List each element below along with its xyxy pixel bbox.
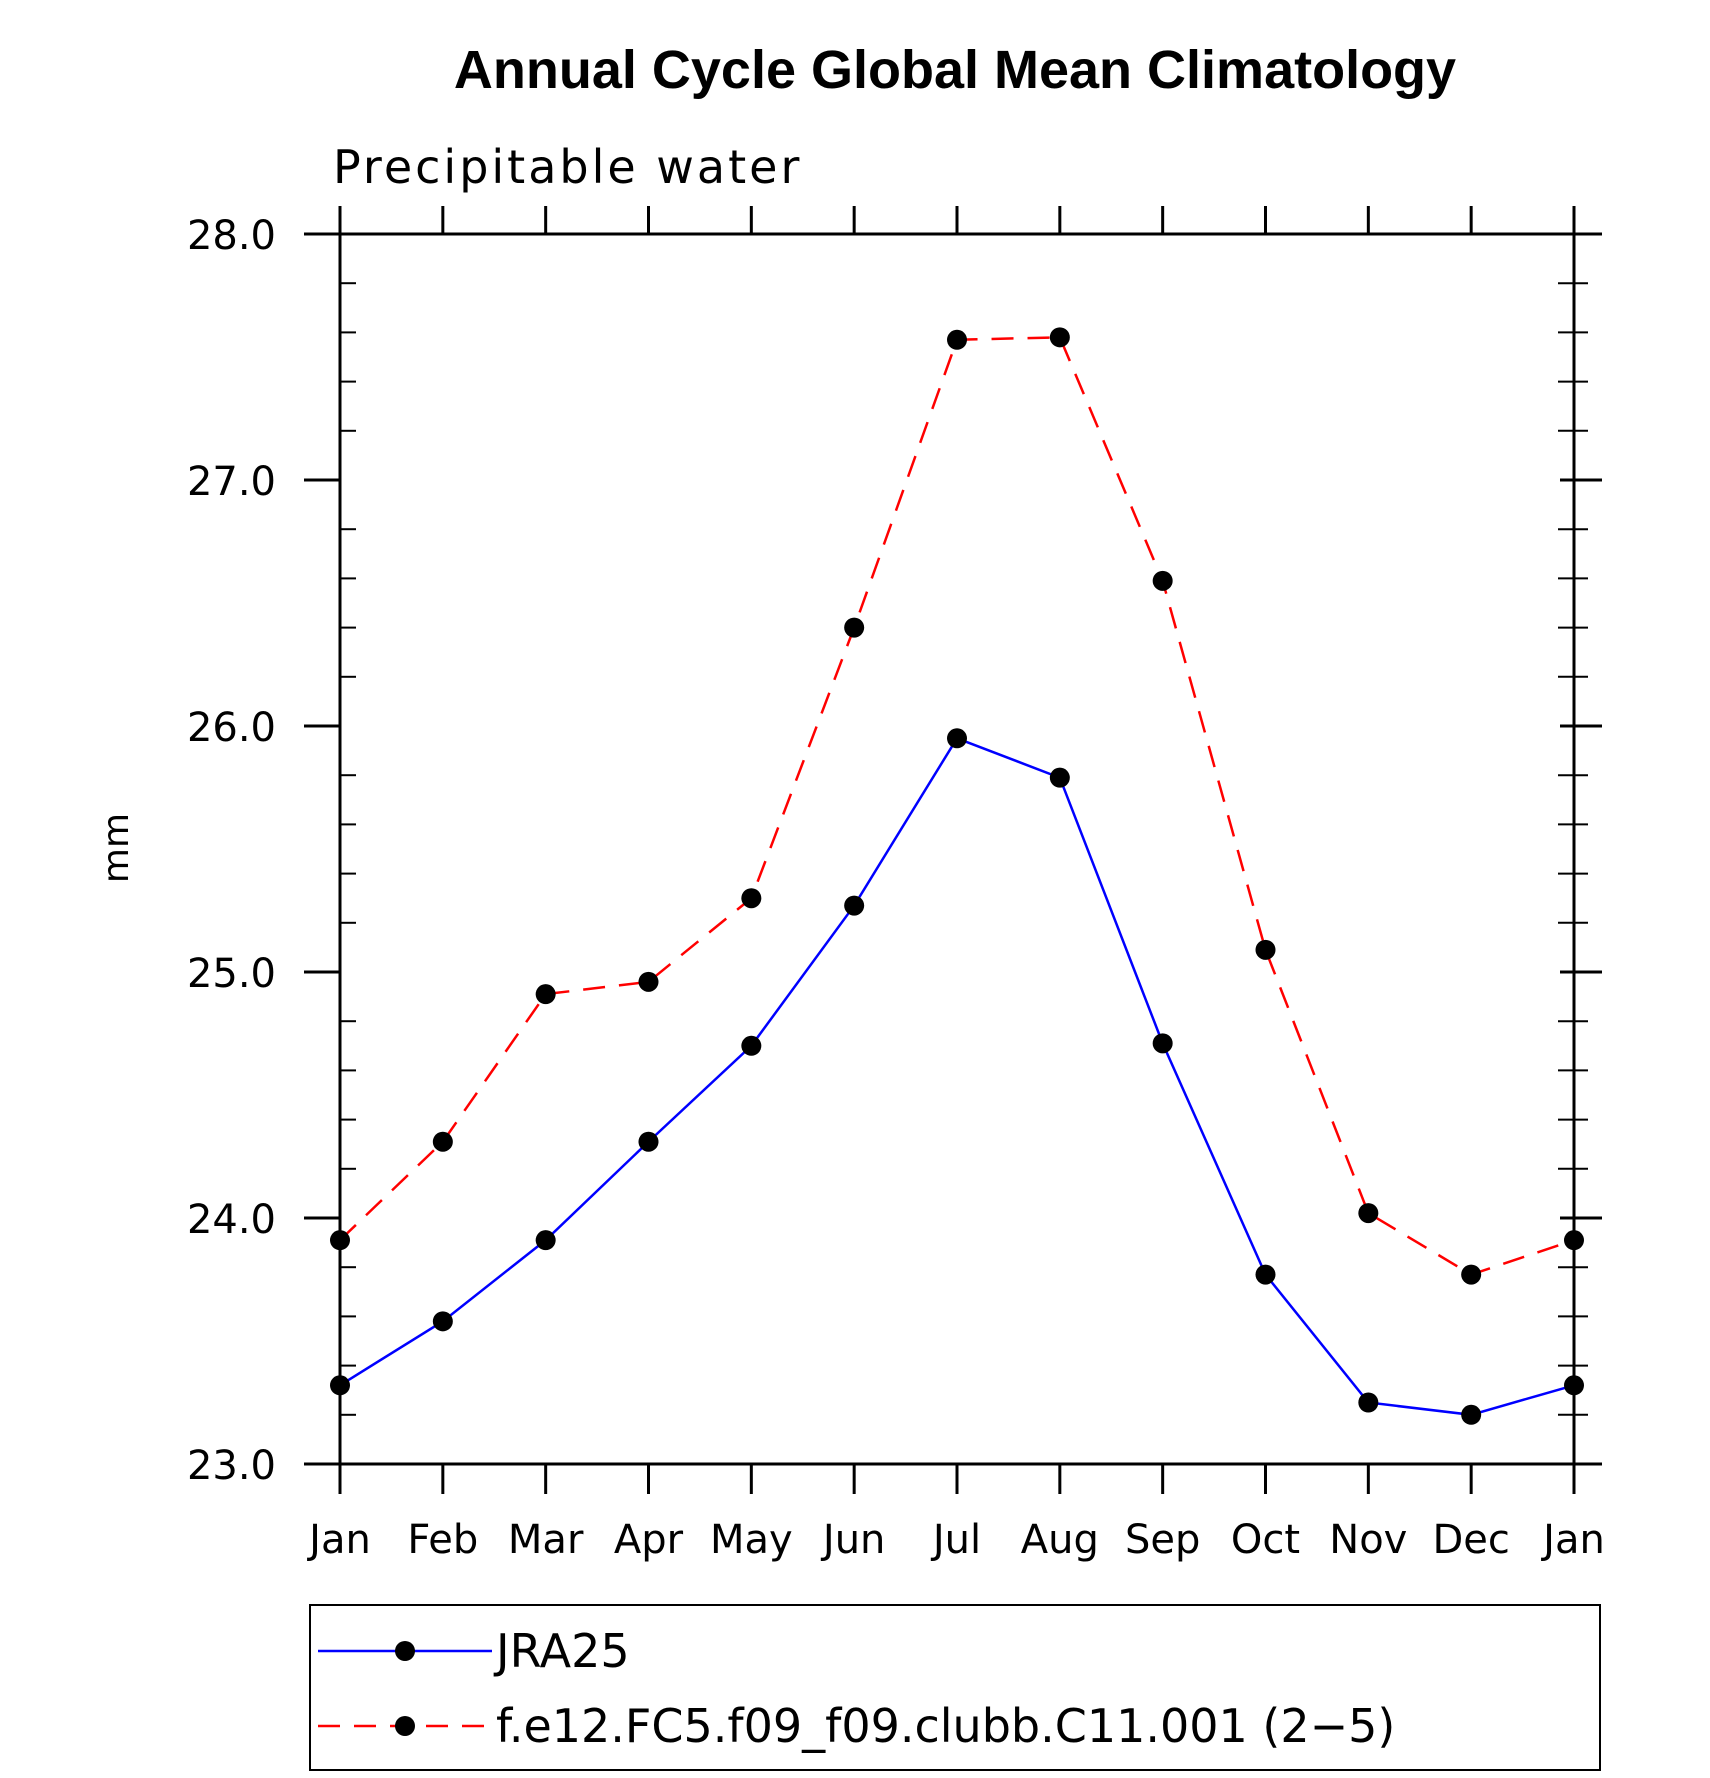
data-point xyxy=(1255,939,1276,960)
data-point xyxy=(1152,1033,1173,1054)
data-point xyxy=(638,1131,659,1152)
data-point xyxy=(1461,1264,1482,1285)
chart-subtitle: Precipitable water xyxy=(333,140,802,194)
series-line xyxy=(339,736,1575,1417)
series-line xyxy=(339,336,1575,1276)
x-tick-label: Apr xyxy=(614,1517,684,1563)
data-point xyxy=(1358,1392,1379,1413)
data-point xyxy=(1049,327,1070,348)
data-point xyxy=(330,1230,350,1251)
x-tick-label: Jun xyxy=(820,1517,886,1563)
data-point xyxy=(638,971,659,992)
y-tick-label: 24.0 xyxy=(187,1197,276,1243)
data-point xyxy=(1564,1230,1584,1251)
x-tick-label: Aug xyxy=(1021,1517,1099,1563)
plot-frame xyxy=(338,232,1576,1466)
data-point xyxy=(1049,767,1070,788)
data-point xyxy=(1255,1264,1276,1285)
data-point xyxy=(1564,1375,1584,1396)
y-tick-label: 25.0 xyxy=(187,951,276,997)
x-tick-label: Jan xyxy=(306,1517,371,1563)
y-tick-label: 27.0 xyxy=(187,459,276,505)
data-point xyxy=(844,895,865,916)
data-point xyxy=(947,728,967,749)
legend-label: JRA25 xyxy=(493,1624,630,1678)
x-tick-label: Mar xyxy=(508,1517,584,1563)
data-point xyxy=(741,888,762,909)
legend-marker xyxy=(395,1641,415,1661)
x-tick-label: Dec xyxy=(1432,1517,1509,1563)
series-lines xyxy=(330,327,1584,1425)
data-point xyxy=(741,1035,762,1056)
data-point xyxy=(1358,1203,1379,1224)
legend-items: JRA25 f.e12.FC5.f09_f09.clubb.C11.001 (2−… xyxy=(318,1624,1395,1753)
data-point xyxy=(535,984,556,1005)
data-point xyxy=(432,1311,453,1332)
x-tick-label: Nov xyxy=(1329,1517,1407,1563)
y-tick-label: 28.0 xyxy=(187,213,276,259)
chart-title: Annual Cycle Global Mean Climatology xyxy=(454,40,1456,100)
legend-box xyxy=(309,1604,1601,1771)
data-point xyxy=(330,1375,350,1396)
data-point xyxy=(844,617,865,638)
y-tick-labels: 23.0 24.0 25.0 26.0 27.0 28.0 xyxy=(187,213,276,1489)
data-point xyxy=(432,1131,453,1152)
x-tick-label: Sep xyxy=(1125,1517,1200,1563)
x-tick-label: Oct xyxy=(1231,1517,1300,1563)
x-tick-label: Feb xyxy=(407,1517,478,1563)
data-point xyxy=(1152,570,1173,591)
data-point xyxy=(947,329,967,350)
y-tick-label: 26.0 xyxy=(187,705,276,751)
x-tick-labels: Jan Feb Mar Apr May Jun Jul Aug Sep Oct Nov Dec Jan xyxy=(306,1517,1605,1563)
data-point xyxy=(1461,1404,1482,1425)
legend-marker xyxy=(395,1716,415,1736)
y-tick-label: 23.0 xyxy=(187,1443,276,1489)
x-tick-label: Jul xyxy=(930,1517,981,1563)
x-tick-label: Jan xyxy=(1540,1517,1605,1563)
legend: JRA25 f.e12.FC5.f09_f09.clubb.C11.001 (2−… xyxy=(309,1604,1601,1771)
y-axis-label: mm xyxy=(96,813,137,883)
data-point xyxy=(535,1230,556,1251)
legend-label: f.e12.FC5.f09_f09.clubb.C11.001 (2−5) xyxy=(496,1699,1395,1753)
x-tick-label: May xyxy=(710,1517,793,1563)
tick-marks xyxy=(304,206,1602,1494)
